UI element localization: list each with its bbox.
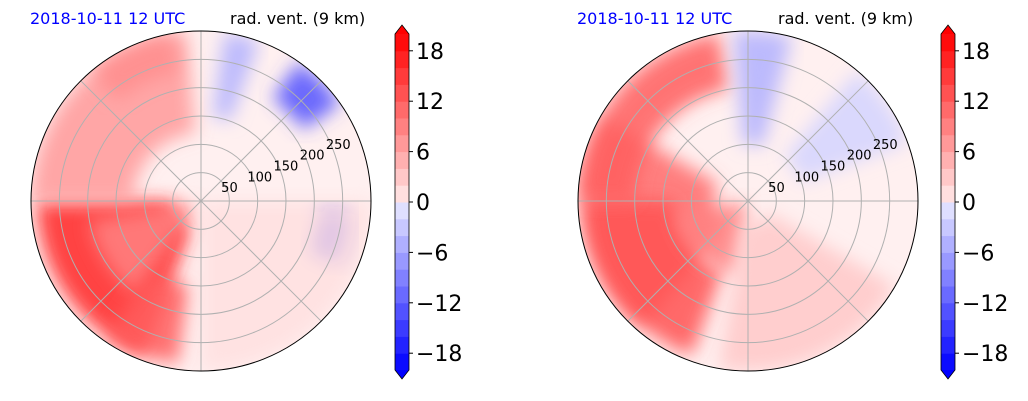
contour-region [583,201,723,356]
panel-field-title: rad. vent. (9 km) [230,9,365,28]
angular-gridline [627,80,749,202]
angular-gridline [747,200,869,322]
colorbar-tick-label: 12 [416,90,444,115]
colorbar-extend-min [941,370,955,379]
colorbar-outline [394,24,410,380]
colorbar-segment [395,235,409,253]
colorbar-segment [395,202,409,220]
colorbar-segment [941,269,955,287]
colorbar-segment [941,252,955,270]
colorbar-tick-label: 0 [416,191,430,216]
colorbar-tick-label: 18 [962,40,990,65]
colorbar-segment [941,168,955,186]
colorbar-tick-label: 6 [962,141,976,166]
colorbar-segment [395,252,409,270]
colorbar-segment [941,319,955,337]
colorbar-segment [941,84,955,102]
colorbar-segment [395,302,409,321]
radial-tick-label: 100 [794,170,819,185]
contour-region [784,70,908,182]
colorbar-segment [941,185,955,203]
colorbar-segment [941,67,955,85]
polar-frame [30,30,372,372]
contour-region [91,33,179,102]
colorbar-segment [941,286,955,304]
radial-tick-label: 250 [873,138,898,153]
contour-region [578,33,729,201]
radial-tick-label: 200 [847,149,872,164]
panel-field-title: rad. vent. (9 km) [778,9,913,28]
angular-gridline [200,200,322,322]
colorbar-segment [941,101,955,119]
colorbar-segment [395,134,409,153]
colorbar-extend-min [395,370,409,379]
colorbar-tick-label: 18 [416,40,444,65]
colorbar-tick-label: 6 [416,141,430,166]
colorbar-segment [941,118,955,136]
colorbar-segment [395,218,409,237]
panel-date-title: 2018-10-11 12 UTC [30,9,185,28]
colorbar-segment [941,50,955,69]
colorbar-segment [395,34,409,52]
polar-plot-right: 2018-10-11 12 UTC rad. vent. (9 km) 50 10… [577,9,1008,380]
colorbar-segment [941,202,955,220]
colorbar-segment [395,185,409,203]
angular-gridline [200,80,322,202]
colorbar-segment [941,302,955,321]
colorbar-segment [941,134,955,153]
colorbar-segment [941,353,955,371]
radial-tick-label: 50 [221,181,238,196]
colorbar-segment [395,286,409,304]
contour-region [212,32,260,122]
colorbar-outline [940,24,956,380]
colorbar-segment [395,84,409,102]
colorbar-segment [395,50,409,69]
colorbar-segment [395,319,409,337]
colorbar-left: −18 −12 −6 0 6 12 18 [394,24,462,380]
colorbar-segment [395,168,409,186]
colorbar-segment [395,67,409,85]
panel-date-title: 2018-10-11 12 UTC [577,9,732,28]
colorbar-segment [395,269,409,287]
colorbar-segment [395,353,409,371]
colorbar-tick-label: −12 [416,292,462,317]
polar-plot-left: 2018-10-11 12 UTC rad. vent. (9 km) 50 10… [30,9,462,380]
angular-gridline [80,200,202,322]
angular-gridline [80,80,202,202]
radial-tick-label: 150 [274,159,299,174]
radial-tick-label: 50 [768,181,785,196]
colorbar-segment [395,101,409,119]
colorbar-extend-max [941,25,955,34]
colorbar-segment [941,34,955,52]
colorbar-segment [395,118,409,136]
radial-tick-label: 100 [247,170,272,185]
radial-tick-label: 200 [300,149,325,164]
angular-gridline [747,80,869,202]
colorbar-segment [941,336,955,354]
colorbar-extend-max [395,25,409,34]
contour-region [106,270,190,364]
colorbar-tick-label: 0 [962,191,976,216]
radial-tick-label: 250 [326,138,351,153]
colorbar-segment [941,235,955,253]
colorbar-right: −18 −12 −6 0 6 12 18 [940,24,1008,380]
radial-tick-label: 150 [821,159,846,174]
angular-gridline [627,200,749,322]
colorbar-segment [395,151,409,169]
colorbar-segment [941,151,955,169]
colorbar-tick-label: −18 [962,342,1008,367]
colorbar-tick-label: 12 [962,90,990,115]
colorbar-tick-label: −18 [416,342,462,367]
polar-frame [577,30,919,372]
colorbar-tick-label: −12 [962,292,1008,317]
contour-region [718,212,896,371]
colorbar-segment [395,336,409,354]
colorbar-tick-label: −6 [416,241,448,266]
contour-region [89,202,195,294]
colorbar-tick-label: −6 [962,241,994,266]
colorbar-segment [941,218,955,237]
